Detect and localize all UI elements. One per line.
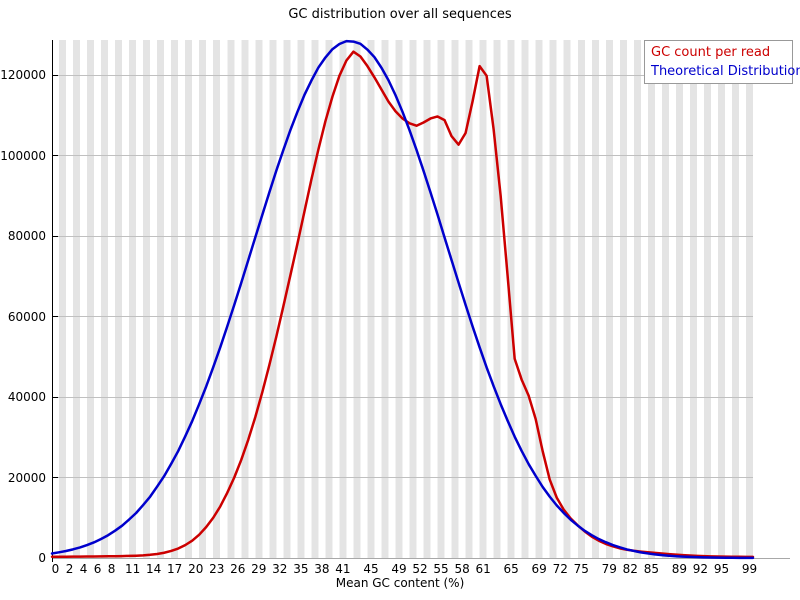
x-axis-tick-label: 2 xyxy=(65,562,74,576)
y-gridline xyxy=(52,235,753,237)
x-axis-tick-label: 79 xyxy=(601,562,617,576)
x-axis-tick-label: 0 xyxy=(51,562,60,576)
y-axis-tick-label: 0 xyxy=(38,551,46,565)
x-axis-tick-label: 61 xyxy=(475,562,491,576)
x-axis-tick-label: 17 xyxy=(167,562,183,576)
legend-label-gc-count: GC count per read xyxy=(651,45,771,60)
x-axis-tick-label: 95 xyxy=(713,562,730,576)
y-axis-tick-label: 20000 xyxy=(7,470,46,485)
x-axis-tick-label: 32 xyxy=(272,562,288,576)
y-axis-tick-label: 60000 xyxy=(7,309,46,324)
x-axis-baseline xyxy=(52,558,790,559)
x-axis-tick-label: 52 xyxy=(412,562,428,576)
x-axis-tick-label: 65 xyxy=(503,562,519,576)
x-axis-tick-label: 45 xyxy=(363,562,379,576)
y-gridline xyxy=(52,155,753,156)
legend-box: GC count per read Theoretical Distributi… xyxy=(644,40,800,84)
x-axis-tick-label: 26 xyxy=(230,562,246,576)
x-axis-tick-label: 29 xyxy=(251,562,267,576)
x-axis-tick-label: 85 xyxy=(643,562,659,576)
y-axis-tick-label: 120000 xyxy=(0,68,46,83)
x-axis-tick-label: 69 xyxy=(531,562,547,576)
x-axis-tick-label: 14 xyxy=(146,562,162,576)
x-axis-tick-label: 89 xyxy=(671,562,688,576)
y-gridline xyxy=(52,396,753,398)
x-axis-tick-label: 92 xyxy=(692,562,709,576)
x-axis-tick-label: 11 xyxy=(124,562,141,576)
x-axis-tick-label: 4 xyxy=(79,562,88,576)
chart-title: GC distribution over all sequences xyxy=(288,7,512,22)
x-axis-tick-label: 20 xyxy=(188,562,204,576)
x-axis-title: Mean GC content (%) xyxy=(335,576,465,590)
x-axis-tick-label: 35 xyxy=(293,562,309,576)
x-axis-tick-label: 6 xyxy=(93,562,102,576)
legend-item-gc-count: GC count per read xyxy=(645,43,792,62)
y-gridline xyxy=(52,316,753,317)
x-axis-tick-label: 41 xyxy=(335,562,351,576)
x-axis-tick-label: 23 xyxy=(209,562,225,576)
x-axis-tick-label: 82 xyxy=(622,562,638,576)
y-axis-tick-label: 80000 xyxy=(7,229,46,243)
x-axis-tick-label: 58 xyxy=(454,562,470,576)
x-axis-tick-label: 55 xyxy=(433,562,449,576)
y-axis-line xyxy=(52,40,53,562)
y-gridline xyxy=(52,477,753,478)
x-axis-tick-label: 75 xyxy=(573,562,589,576)
x-axis-tick-label: 72 xyxy=(552,562,568,576)
y-axis-tick-label: 40000 xyxy=(7,390,46,404)
plot-area xyxy=(52,40,753,558)
y-axis-tick-label: 100000 xyxy=(0,148,46,163)
x-axis-tick-label: 49 xyxy=(391,562,407,576)
x-axis-tick-label: 8 xyxy=(107,562,116,576)
legend-label-theoretical: Theoretical Distribution xyxy=(651,64,800,79)
legend-item-theoretical: Theoretical Distribution xyxy=(645,62,800,81)
x-axis-tick-label: 38 xyxy=(314,562,330,576)
x-axis-tick-label: 99 xyxy=(741,562,758,576)
